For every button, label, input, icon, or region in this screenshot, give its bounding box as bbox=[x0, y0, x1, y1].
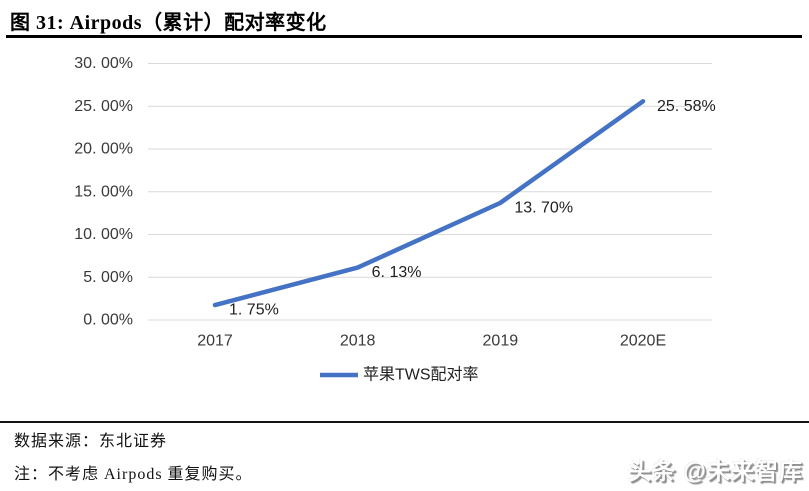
figure-title: 图 31: Airpods（累计）配对率变化 bbox=[10, 12, 327, 34]
legend-label: 苹果TWS配对率 bbox=[363, 366, 479, 384]
y-tick-label: 15. 00% bbox=[74, 183, 133, 200]
data-label: 13. 70% bbox=[514, 199, 573, 216]
pairing-rate-line-chart: 30. 00% 25. 00% 20. 00% 15. 00% 10. 00% 5. 00… bbox=[74, 55, 716, 384]
data-source-note: 数据来源：东北证券 bbox=[14, 433, 168, 450]
title-underline bbox=[6, 35, 802, 38]
y-tick-label: 25. 00% bbox=[74, 98, 133, 115]
data-label: 6. 13% bbox=[372, 264, 422, 281]
series-line-apple-tws bbox=[212, 99, 646, 308]
y-tick-label: 30. 00% bbox=[74, 55, 133, 72]
x-tick-label: 2019 bbox=[483, 333, 519, 350]
data-label: 1. 75% bbox=[229, 302, 279, 319]
data-labels: 1. 75% 6. 13% 13. 70% 25. 58% bbox=[229, 98, 716, 319]
x-axis-tick-labels: 2017 2018 2019 2020E bbox=[197, 333, 666, 350]
y-axis-tick-labels: 30. 00% 25. 00% 20. 00% 15. 00% 10. 00% 5. 00… bbox=[74, 55, 133, 329]
watermark: 头条 @未来智库 bbox=[628, 458, 803, 484]
footnote: 注：不考虑 Airpods 重复购买。 bbox=[14, 466, 253, 483]
footer-divider bbox=[0, 421, 809, 423]
y-tick-label: 10. 00% bbox=[74, 226, 133, 243]
data-label: 25. 58% bbox=[657, 98, 716, 115]
x-tick-label: 2020E bbox=[620, 333, 666, 350]
gridlines bbox=[148, 63, 712, 321]
y-tick-label: 5. 00% bbox=[83, 269, 133, 286]
y-tick-label: 0. 00% bbox=[83, 312, 133, 329]
chart-legend: 苹果TWS配对率 bbox=[320, 366, 479, 384]
y-tick-label: 20. 00% bbox=[74, 141, 133, 158]
x-tick-label: 2018 bbox=[340, 333, 376, 350]
x-tick-label: 2017 bbox=[197, 333, 233, 350]
